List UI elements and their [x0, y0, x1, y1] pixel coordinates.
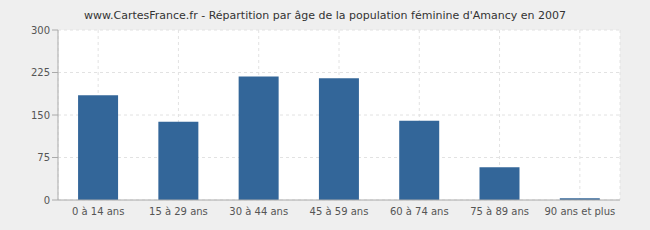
svg-text:0 à 14 ans: 0 à 14 ans — [72, 206, 124, 217]
svg-text:15 à 29 ans: 15 à 29 ans — [149, 206, 208, 217]
svg-text:0: 0 — [44, 195, 50, 206]
svg-text:30 à 44 ans: 30 à 44 ans — [229, 206, 288, 217]
svg-text:75 à 89 ans: 75 à 89 ans — [470, 206, 529, 217]
svg-text:75: 75 — [37, 152, 50, 163]
html-text:www.CartesFrance.fr - Répartit: www.CartesFrance.fr - Répartition par âg… — [84, 9, 566, 22]
svg-text:150: 150 — [31, 110, 50, 121]
svg-text:60 à 74 ans: 60 à 74 ans — [390, 206, 449, 217]
svg-text:225: 225 — [31, 67, 50, 78]
svg-text:90 ans et plus: 90 ans et plus — [545, 206, 616, 217]
svg-text:300: 300 — [31, 25, 50, 36]
svg-text:45 à 59 ans: 45 à 59 ans — [310, 206, 369, 217]
